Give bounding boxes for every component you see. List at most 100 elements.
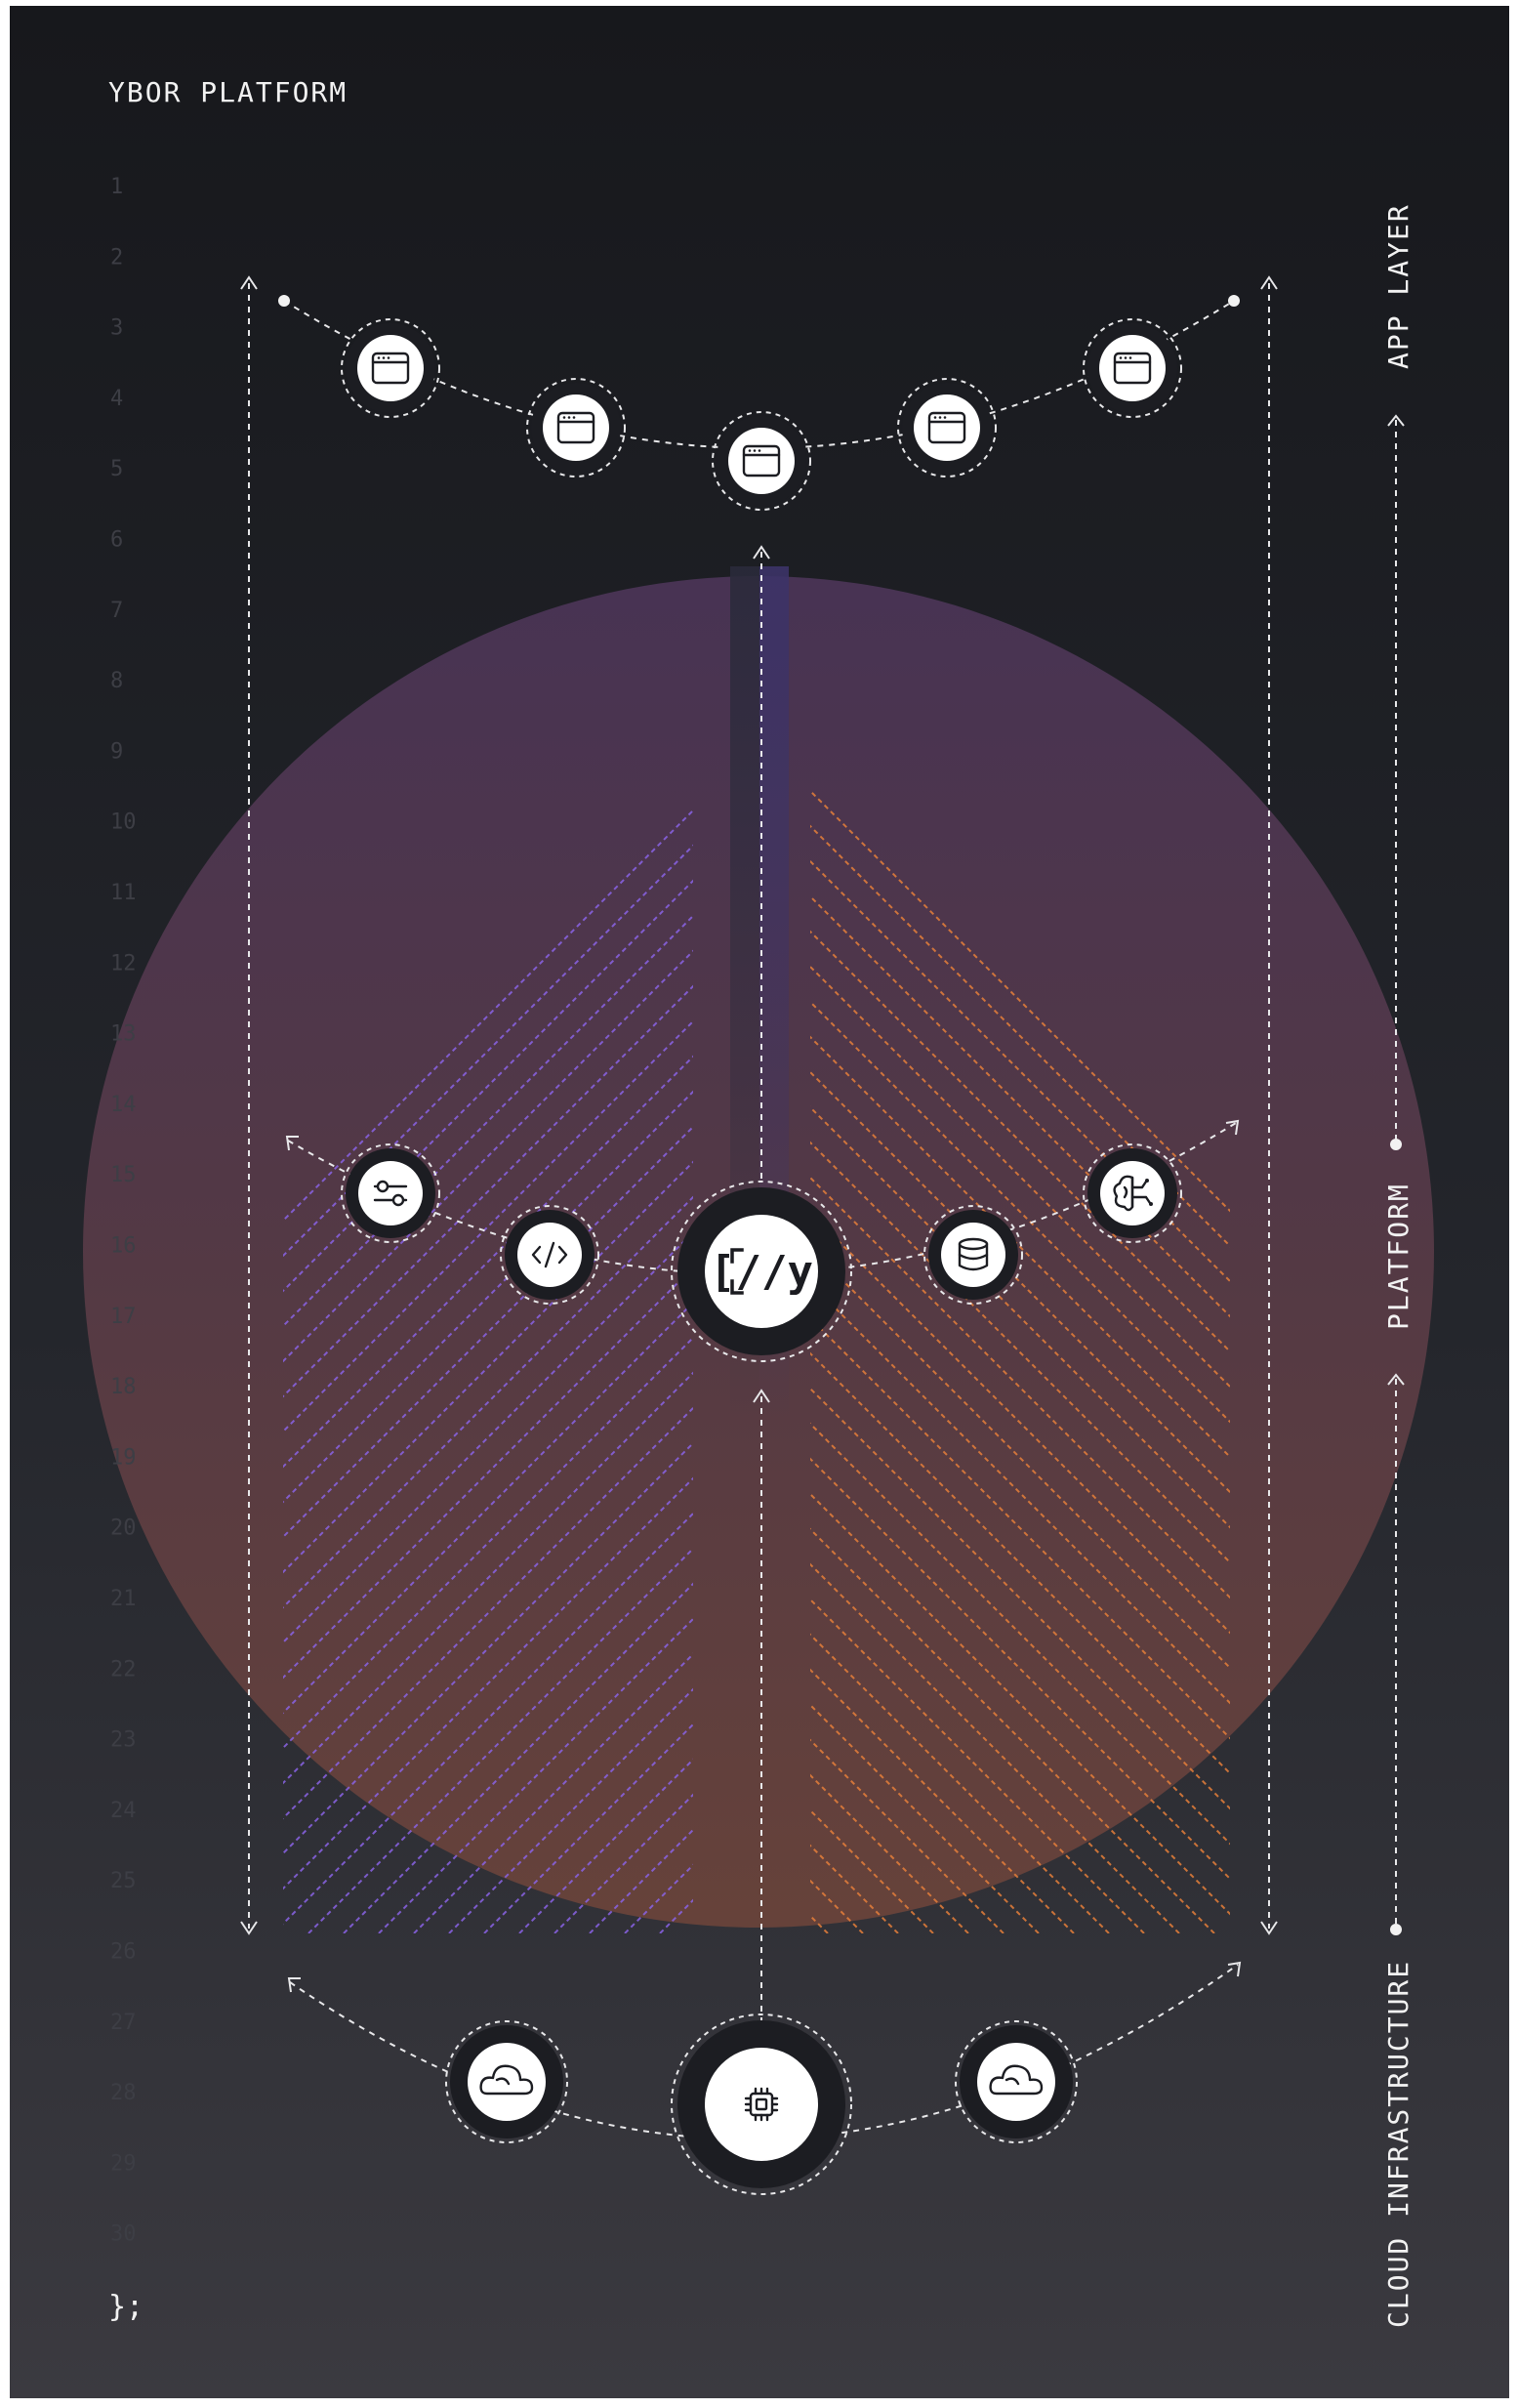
browser-window-node[interactable] [526,378,626,477]
platform-arc-arrow-right [1225,1119,1240,1136]
ybor-logo-text: [//y [710,1247,813,1297]
browser-window-icon [927,411,966,444]
hatch-line [283,1476,693,1890]
cloud-icon [479,2064,534,2096]
database-icon [958,1237,989,1271]
browser-window-node[interactable] [712,411,811,511]
hatch-line [283,1371,693,1785]
hatch-line [283,1406,693,1820]
platform-arc-arrow-left [285,1136,299,1151]
rail-dot-cloud [1390,1924,1402,1935]
hatch-line [308,1547,693,1933]
cloud-node[interactable] [955,2020,1078,2143]
line-number: 8 [110,669,123,693]
line-number: 12 [110,951,137,976]
purple-hatch-lines [283,809,693,1933]
line-number: 18 [110,1375,137,1399]
line-number: 21 [110,1587,137,1611]
hatch-line [810,1598,1145,1933]
line-number: 30 [110,2222,137,2247]
center-connectors [753,545,770,2021]
line-number: 9 [110,739,123,764]
chip-icon [744,2087,779,2122]
line-number: 6 [110,528,123,553]
browser-window-node[interactable] [1083,318,1182,418]
ybor-logo-icon [730,1248,744,1295]
line-number: 14 [110,1093,137,1117]
hatch-line [810,1492,1230,1916]
browser-window-icon [1113,352,1152,385]
code-icon [531,1241,568,1268]
line-number: 17 [110,1305,137,1329]
browser-window-icon [556,411,595,444]
hatch-line [283,1336,693,1750]
cloud-layer-label: CLOUD INFRASTRUCTURE [1382,1960,1414,2328]
hatch-line [810,1457,1230,1881]
orange-hatch-lines [810,789,1230,1933]
rail-dot-platform [1390,1139,1402,1150]
line-number: 25 [110,1869,137,1893]
line-number: 24 [110,1799,137,1823]
sliders-node[interactable] [341,1143,440,1243]
line-number: 16 [110,1234,137,1259]
line-number: 23 [110,1728,137,1753]
cloud-arc-arrow-right [1227,1961,1242,1977]
hatch-line [810,1422,1230,1846]
line-number: 26 [110,1940,137,1965]
side-span-arrows [240,275,1278,1935]
line-number: 3 [110,316,123,341]
cloud-arc-arrow-left [287,1977,301,1993]
hatch-line [283,1512,693,1926]
ybor-logo-node[interactable] [671,1181,852,1362]
hatch-line [343,1582,693,1933]
nodes [341,318,1182,2195]
app-arc-end-left [278,295,290,307]
hatch-line [283,1441,693,1855]
line-number: 2 [110,245,123,270]
line-number: 28 [110,2081,137,2105]
footer-code: }; [108,2290,144,2324]
line-number-gutter: 1234567891011121314151617181920212223242… [110,175,137,2247]
sliders-icon [373,1180,408,1207]
chip-node[interactable] [671,2014,852,2195]
brand-title: YBOR PLATFORM [108,76,348,108]
app-layer-label: APP LAYER [1382,203,1414,369]
database-node[interactable] [923,1205,1023,1305]
line-number: 19 [110,1445,137,1470]
browser-window-icon [742,444,781,477]
cloud-node[interactable] [445,2020,568,2143]
line-number: 4 [110,387,123,411]
hatch-line [810,1562,1180,1933]
hatch-line [810,1387,1230,1810]
line-number: 20 [110,1516,137,1541]
browser-window-node[interactable] [897,378,997,477]
app-arc-end-right [1228,295,1240,307]
hatch-line [283,1301,693,1715]
line-number: 7 [110,599,123,623]
line-number: 29 [110,2151,137,2176]
brain-icon [1113,1175,1153,1212]
brain-node[interactable] [1083,1143,1182,1243]
code-node[interactable] [500,1205,599,1305]
line-number: 27 [110,2011,137,2035]
line-number: 13 [110,1022,137,1047]
hatch-line [810,1633,1110,1933]
hatch-line [810,1668,1075,1933]
hatch-line [378,1617,693,1933]
rail-arrows [1387,414,1405,1386]
hatch-line [810,1281,1230,1705]
browser-window-icon [371,352,410,385]
browser-window-node[interactable] [341,318,440,418]
line-number: 10 [110,810,137,835]
cloud-icon [989,2064,1044,2096]
line-number: 22 [110,1657,137,1681]
hatch-line [810,1527,1215,1933]
hatch-line [413,1652,693,1933]
hatch-line [810,1316,1230,1740]
line-number: 15 [110,1163,137,1187]
platform-layer-label: PLATFORM [1382,1183,1414,1330]
hatch-line [810,1351,1230,1775]
line-number: 1 [110,175,123,199]
line-number: 5 [110,457,123,481]
